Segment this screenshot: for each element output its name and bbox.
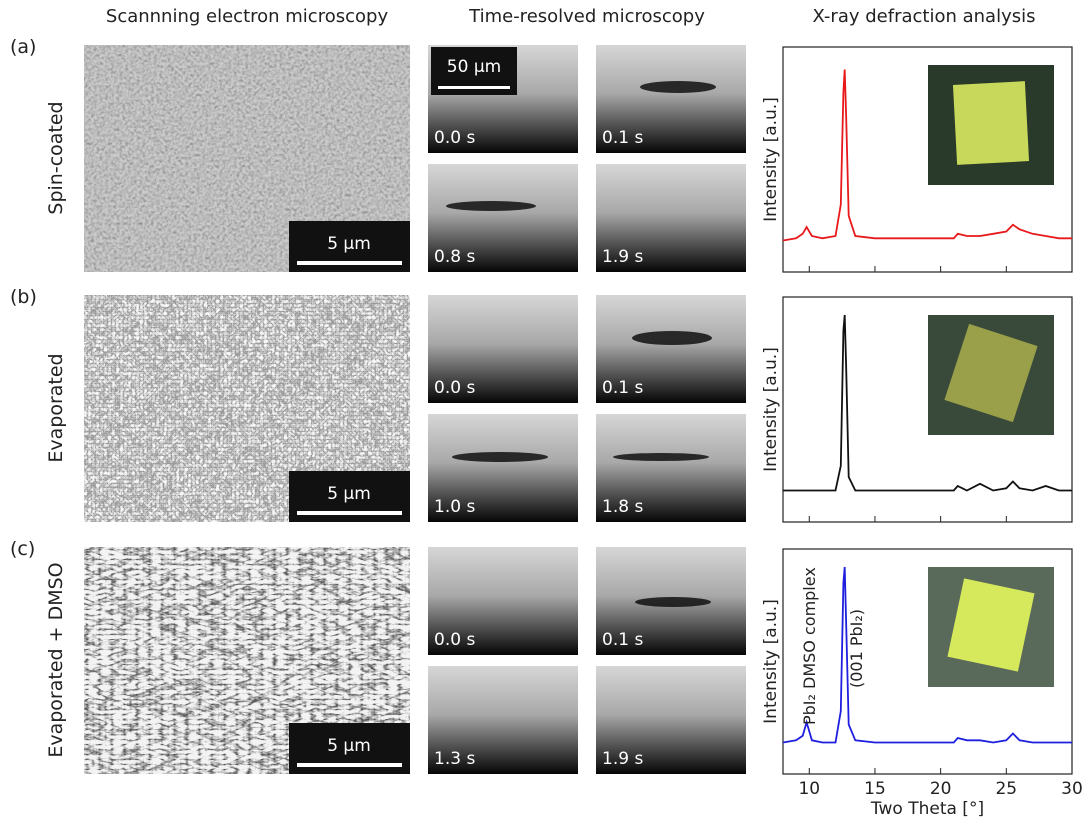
scale-bar	[438, 86, 510, 89]
row-letter: (b)	[10, 286, 37, 308]
scale-label: 5 µm	[327, 484, 371, 504]
scale-label: 50 µm	[447, 57, 501, 77]
x-tick-label: 15	[864, 779, 886, 799]
row-label: Evaporated	[45, 353, 67, 462]
scale-bar	[297, 511, 402, 515]
droplet	[452, 452, 548, 462]
droplet	[635, 597, 711, 607]
column-header: Scannning electron microscopy	[106, 6, 389, 27]
droplet	[640, 81, 716, 93]
frame-time: 0.1 s	[602, 630, 643, 650]
x-axis-label: Two Theta [°]	[870, 799, 984, 819]
y-axis-label: Intensity [a.u.]	[761, 599, 781, 724]
frame-time: 1.9 s	[602, 749, 643, 769]
x-tick-label: 20	[930, 779, 952, 799]
droplet	[613, 453, 709, 461]
scale-bar	[297, 261, 402, 265]
y-axis-label: Intensity [a.u.]	[761, 97, 781, 222]
frame-time: 1.3 s	[434, 749, 475, 769]
figure: Scannning electron microscopy Time-resol…	[0, 0, 1084, 819]
x-tick-label: 25	[995, 779, 1017, 799]
x-tick-label: 30	[1061, 779, 1083, 799]
row-letter: (a)	[10, 36, 36, 58]
annotation: (001 PbI₂)	[847, 609, 866, 688]
droplet	[632, 331, 712, 345]
scale-bar	[297, 763, 402, 767]
frame-time: 1.8 s	[602, 497, 643, 517]
droplet	[446, 201, 536, 211]
frame-time: 0.1 s	[602, 128, 643, 148]
frame-time: 0.0 s	[434, 630, 475, 650]
inset-sample	[953, 81, 1029, 165]
frame-time: 1.0 s	[434, 497, 475, 517]
column-header: X-ray defraction analysis	[813, 6, 1036, 27]
y-axis-label: Intensity [a.u.]	[761, 347, 781, 472]
frame-time: 0.1 s	[602, 378, 643, 398]
scale-label: 5 µm	[327, 736, 371, 756]
row-letter: (c)	[10, 538, 35, 560]
frame-time: 0.0 s	[434, 378, 475, 398]
row-label: Spin-coated	[45, 101, 67, 214]
frame-time: 1.9 s	[602, 247, 643, 267]
column-header: Time-resolved microscopy	[468, 6, 705, 27]
row-label: Evaporated + DMSO	[45, 562, 67, 757]
annotation: PbI₂ DMSO complex	[800, 567, 819, 725]
x-tick-label: 10	[798, 779, 820, 799]
frame-time: 0.8 s	[434, 247, 475, 267]
frame-time: 0.0 s	[434, 128, 475, 148]
scale-label: 5 µm	[327, 234, 371, 254]
